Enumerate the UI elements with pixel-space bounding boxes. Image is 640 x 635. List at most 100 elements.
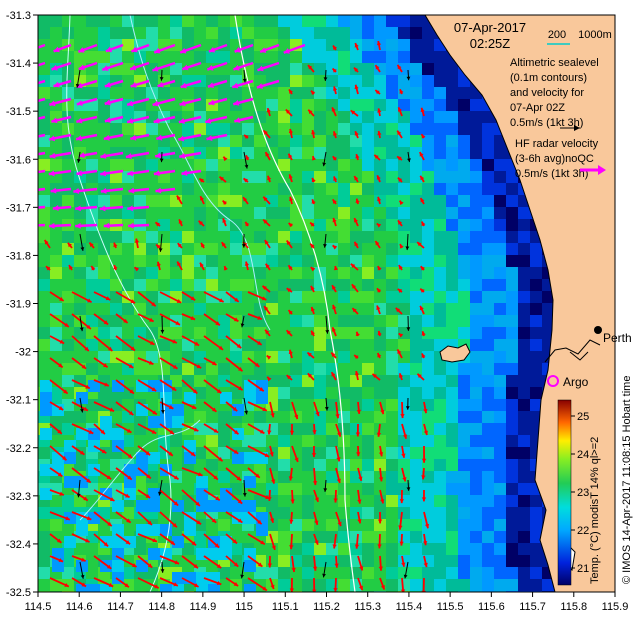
- sst-cell: [206, 27, 218, 39]
- sst-cell: [74, 327, 86, 339]
- sst-cell: [110, 231, 122, 243]
- sst-cell: [530, 579, 542, 591]
- colorbar-label: Temp. (°C) modisT 14% ql>=2: [589, 437, 601, 584]
- sst-cell: [494, 159, 506, 171]
- sst-cell: [458, 507, 470, 519]
- sst-cell: [208, 500, 220, 512]
- sst-cell: [158, 363, 170, 375]
- sst-cell: [482, 159, 494, 171]
- sst-cell: [386, 351, 398, 363]
- sst-cell: [470, 363, 482, 375]
- sst-cell: [266, 423, 278, 435]
- sst-cell: [314, 303, 326, 315]
- sst-cell: [338, 111, 350, 123]
- sst-cell: [350, 195, 362, 207]
- sst-cell: [254, 351, 266, 363]
- sst-cell: [50, 519, 62, 531]
- sst-cell: [470, 111, 482, 123]
- sst-cell: [410, 27, 422, 39]
- sst-cell: [170, 87, 182, 99]
- sst-cell: [362, 327, 374, 339]
- sst-cell: [326, 75, 338, 87]
- sst-cell: [218, 159, 230, 171]
- sst-cell: [278, 507, 290, 519]
- sst-cell: [302, 507, 314, 519]
- sst-cell: [302, 75, 314, 87]
- sst-cell: [410, 123, 422, 135]
- sst-cell: [458, 387, 470, 399]
- sst-cell: [482, 207, 494, 219]
- sst-cell: [148, 500, 160, 512]
- sst-cell: [482, 315, 494, 327]
- sst-cell: [350, 399, 362, 411]
- sst-cell: [338, 351, 350, 363]
- sst-cell: [242, 15, 254, 27]
- sst-cell: [196, 488, 208, 500]
- sst-cell: [290, 387, 302, 399]
- scale-label: 200: [548, 29, 566, 41]
- sst-cell: [434, 51, 446, 63]
- sst-cell: [518, 579, 530, 591]
- sst-cell: [326, 315, 338, 327]
- sst-cell: [386, 135, 398, 147]
- sst-cell: [110, 159, 122, 171]
- sst-cell: [434, 423, 446, 435]
- sst-cell: [362, 147, 374, 159]
- sst-cell: [434, 459, 446, 471]
- sst-cell: [266, 435, 278, 447]
- sst-cell: [470, 447, 482, 459]
- sst-cell: [386, 279, 398, 291]
- sst-cell: [494, 555, 506, 567]
- sst-cell: [254, 267, 266, 279]
- sst-cell: [374, 435, 386, 447]
- sst-cell: [458, 219, 470, 231]
- sst-cell: [506, 243, 518, 255]
- sst-cell: [38, 363, 50, 375]
- sst-cell: [338, 87, 350, 99]
- sst-cell: [506, 363, 518, 375]
- sst-cell: [110, 51, 122, 63]
- x-tick-label: 115: [235, 601, 253, 613]
- sst-cell: [88, 584, 100, 596]
- sst-cell: [326, 123, 338, 135]
- sst-cell: [410, 567, 422, 579]
- sst-cell: [434, 63, 446, 75]
- sst-cell: [170, 231, 182, 243]
- sst-cell: [230, 327, 242, 339]
- sst-cell: [146, 195, 158, 207]
- sst-cell: [350, 231, 362, 243]
- sst-cell: [518, 519, 530, 531]
- sst-cell: [62, 87, 74, 99]
- sst-cell: [182, 243, 194, 255]
- sst-cell: [230, 135, 242, 147]
- sst-cell: [458, 291, 470, 303]
- sst-cell: [422, 435, 434, 447]
- sst-cell: [506, 207, 518, 219]
- sst-cell: [398, 291, 410, 303]
- sst-cell: [242, 27, 254, 39]
- colorbar-tick-label: 21: [577, 563, 589, 575]
- sst-cell: [314, 207, 326, 219]
- sst-cell: [506, 543, 518, 555]
- sst-cell: [302, 183, 314, 195]
- sst-cell: [422, 87, 434, 99]
- sst-cell: [242, 303, 254, 315]
- sst-cell: [326, 15, 338, 27]
- sst-cell: [350, 291, 362, 303]
- sst-cell: [74, 411, 86, 423]
- sst-cell: [494, 423, 506, 435]
- sst-cell: [458, 243, 470, 255]
- sst-cell: [374, 75, 386, 87]
- sst-cell: [326, 471, 338, 483]
- sst-cell: [362, 363, 374, 375]
- sst-cell: [386, 111, 398, 123]
- sst-cell: [38, 507, 50, 519]
- sst-cell: [170, 15, 182, 27]
- sst-cell: [326, 435, 338, 447]
- sst-cell: [374, 207, 386, 219]
- sst-cell: [422, 99, 434, 111]
- sst-cell: [38, 15, 50, 27]
- sst-cell: [362, 351, 374, 363]
- sst-cell: [506, 435, 518, 447]
- sst-cell: [362, 399, 374, 411]
